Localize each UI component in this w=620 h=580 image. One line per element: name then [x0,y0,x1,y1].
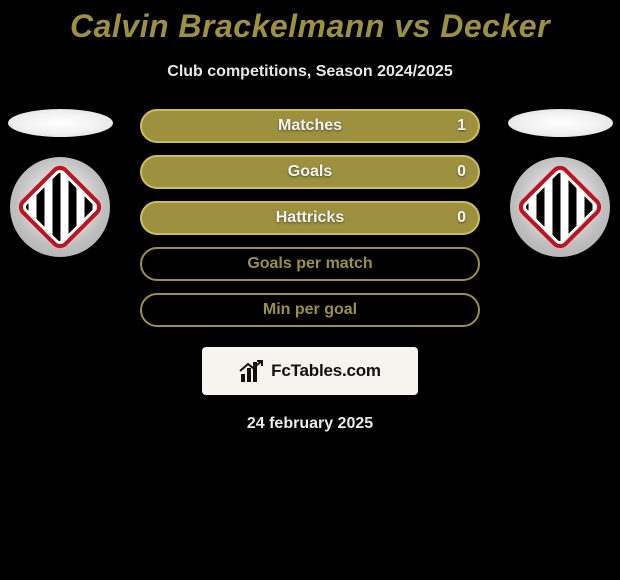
chart-icon [239,360,265,382]
stats-list: Matches 1 Goals 0 Hattricks 0 Goals per … [140,109,480,327]
stat-bar-goals-per-match: Goals per match [140,247,480,281]
logo-text: FcTables.com [271,361,381,381]
team-crest-left [10,157,110,257]
team-crest-right [510,157,610,257]
subtitle: Club competitions, Season 2024/2025 [0,63,620,81]
stat-value-right: 0 [457,209,466,227]
stat-label: Goals [288,163,332,181]
page-title: Calvin Brackelmann vs Decker [0,0,620,45]
stat-value-right: 0 [457,163,466,181]
comparison-content: Matches 1 Goals 0 Hattricks 0 Goals per … [0,109,620,433]
stat-bar-min-per-goal: Min per goal [140,293,480,327]
stat-bar-hattricks: Hattricks 0 [140,201,480,235]
stat-label: Goals per match [247,255,372,273]
stat-value-right: 1 [457,117,466,135]
date: 24 february 2025 [0,415,620,433]
arrow-up-icon [239,360,263,372]
player-right-column [500,109,620,257]
player-right-placeholder [508,109,613,137]
stat-bar-matches: Matches 1 [140,109,480,143]
player-left-placeholder [8,109,113,137]
team-crest-left-inner [15,162,106,253]
stat-label: Min per goal [263,301,357,319]
player-left-column [0,109,120,257]
source-logo: FcTables.com [202,347,418,395]
team-crest-right-inner [515,162,606,253]
stat-bar-goals: Goals 0 [140,155,480,189]
stat-label: Matches [278,117,342,135]
stat-label: Hattricks [276,209,344,227]
